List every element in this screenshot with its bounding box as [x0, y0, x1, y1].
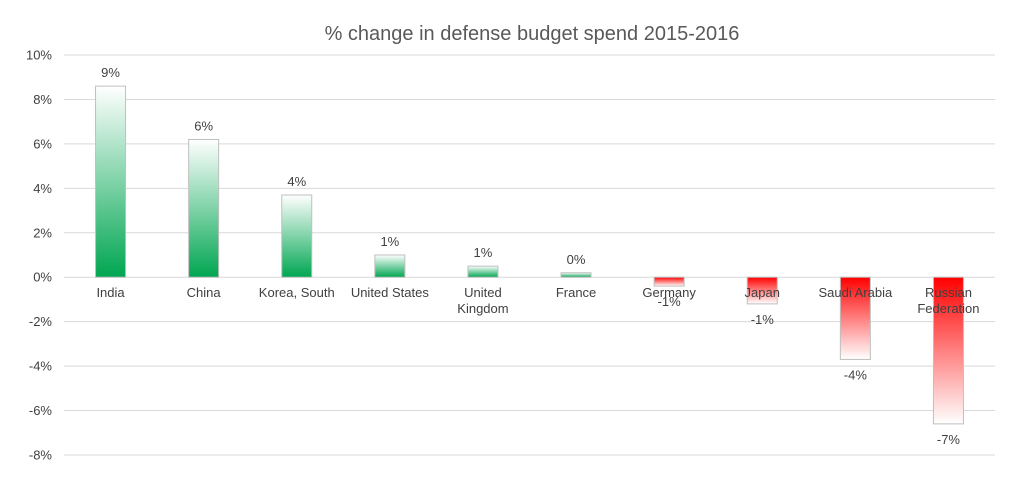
- x-category-label: Saudi Arabia: [818, 285, 892, 300]
- bar: [374, 254, 406, 278]
- data-label: -4%: [844, 367, 868, 382]
- data-label: -1%: [751, 312, 775, 327]
- data-label: 0%: [567, 252, 586, 267]
- x-category-label: Russian Federation: [917, 285, 979, 316]
- bar: [560, 272, 592, 278]
- y-tick-label: 2%: [33, 225, 52, 240]
- x-category-label: United States: [351, 285, 430, 300]
- bar: [95, 85, 127, 278]
- bars: [95, 85, 964, 425]
- x-category-label: Korea, South: [259, 285, 335, 300]
- data-label: 1%: [380, 234, 399, 249]
- x-category-label: Germany: [642, 285, 696, 300]
- x-category-label: France: [556, 285, 596, 300]
- data-label: -7%: [937, 432, 961, 447]
- chart-title: % change in defense budget spend 2015-20…: [325, 23, 740, 45]
- bar: [653, 276, 685, 287]
- category-labels: India China Korea, South United States Unite…: [96, 285, 979, 316]
- bar: [467, 265, 499, 278]
- data-label: -1%: [658, 294, 682, 309]
- y-axis-tick-labels: -8% -6% -4% -2% 0% 2% 4% 6% 8% 10%: [26, 48, 52, 463]
- y-tick-label: -4%: [29, 359, 53, 374]
- bar: [281, 194, 313, 278]
- bar: [746, 276, 778, 305]
- bar: [932, 276, 964, 425]
- gridlines: [64, 54, 995, 456]
- x-category-label: Japan: [745, 285, 780, 300]
- x-category-label: United Kingdom: [457, 285, 508, 316]
- data-label: 4%: [287, 174, 306, 189]
- data-label: 9%: [101, 65, 120, 80]
- data-labels: 9% 6% 4% 1% 1% 0% -1% -1% -4% -7%: [101, 65, 960, 447]
- y-tick-label: 10%: [26, 48, 52, 63]
- y-tick-label: 6%: [33, 136, 52, 151]
- y-tick-label: 8%: [33, 92, 52, 107]
- y-tick-label: -2%: [29, 314, 53, 329]
- y-tick-label: -6%: [29, 403, 53, 418]
- x-category-label: China: [187, 285, 222, 300]
- bar: [188, 138, 220, 278]
- bar: [839, 276, 871, 360]
- data-label: 6%: [194, 118, 213, 133]
- x-category-label: India: [96, 285, 125, 300]
- y-tick-label: 4%: [33, 181, 52, 196]
- y-tick-label: -8%: [29, 448, 53, 463]
- y-tick-label: 0%: [33, 270, 52, 285]
- data-label: 1%: [474, 245, 493, 260]
